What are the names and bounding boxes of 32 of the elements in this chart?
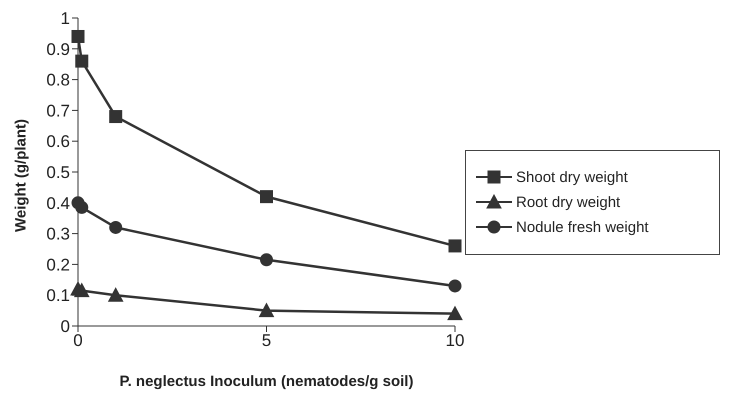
y-tick-label: 0.8 (46, 70, 70, 90)
point (260, 253, 273, 266)
point (74, 283, 90, 298)
y-tick-label: 0.4 (46, 194, 70, 213)
point (448, 239, 462, 252)
x-tick-label: 10 (446, 331, 464, 350)
x-axis-title: P. neglectus Inoculum (nematodes/g soil) (120, 373, 414, 390)
y-tick-label: 0.9 (46, 40, 70, 59)
y-tick-label: 1 (60, 9, 70, 28)
legend-label: Root dry weight (516, 194, 620, 210)
point (448, 306, 462, 320)
y-tick-label: 0.5 (46, 163, 70, 182)
point (75, 200, 88, 214)
y-tick-label: 0.7 (46, 101, 70, 120)
point (260, 190, 273, 204)
point (75, 54, 88, 68)
point (259, 303, 274, 318)
legend-label: Nodule fresh weight (516, 218, 649, 236)
x-tick-label: 0 (73, 331, 83, 350)
point (109, 220, 122, 234)
y-tick-label: 0.2 (46, 255, 70, 274)
y-tick-label: 0.1 (46, 286, 70, 306)
point (448, 279, 462, 292)
x-tick-label: 5 (262, 331, 272, 350)
point (72, 30, 84, 43)
legend-label: Shoot dry weight (516, 168, 628, 186)
y-axis-title: Weight (g/plant) (12, 118, 30, 232)
y-tick-label: 0 (60, 317, 70, 336)
point (108, 288, 124, 302)
point (109, 110, 122, 124)
y-tick-label: 0.6 (46, 132, 70, 152)
y-tick-label: 0.3 (46, 224, 70, 244)
